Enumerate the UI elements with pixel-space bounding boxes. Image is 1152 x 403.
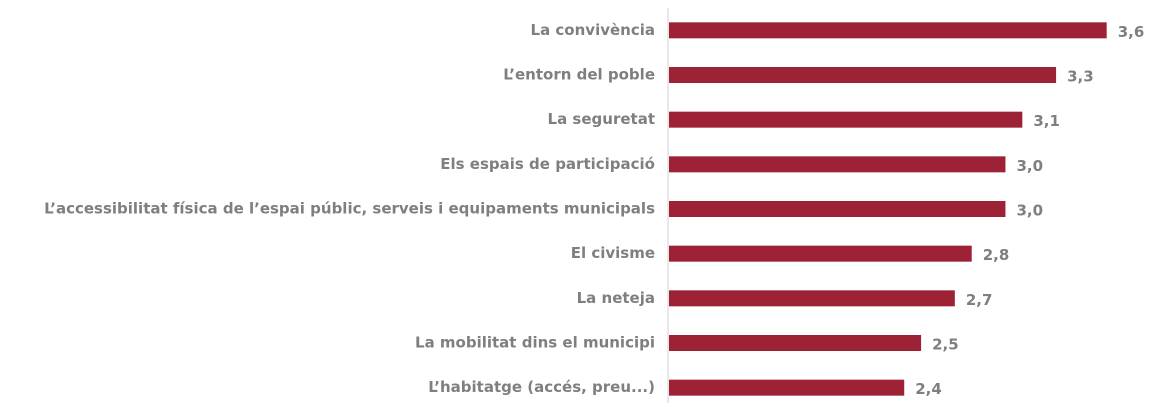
bar bbox=[669, 67, 1057, 83]
bar bbox=[669, 156, 1006, 173]
value-label: 2,8 bbox=[983, 246, 1010, 264]
category-label: L’accessibilitat física de l’espai públi… bbox=[44, 200, 655, 218]
category-label: Els espais de participació bbox=[440, 155, 655, 173]
category-label: La mobilitat dins el municipi bbox=[415, 334, 655, 352]
value-label: 2,7 bbox=[966, 291, 993, 309]
category-label: La seguretat bbox=[548, 110, 655, 128]
category-label: La convivència bbox=[531, 21, 655, 39]
category-label: El civisme bbox=[571, 244, 655, 262]
value-label: 3,0 bbox=[1016, 157, 1043, 175]
value-label: 3,1 bbox=[1033, 112, 1060, 130]
bar bbox=[669, 379, 905, 396]
bar bbox=[669, 290, 955, 307]
value-label: 3,3 bbox=[1067, 68, 1094, 86]
value-label: 2,5 bbox=[932, 336, 959, 354]
bar bbox=[669, 245, 972, 262]
bar bbox=[669, 111, 1023, 128]
bar bbox=[669, 22, 1107, 39]
category-label: L’entorn del poble bbox=[503, 66, 655, 84]
value-label: 3,6 bbox=[1118, 23, 1145, 41]
value-label: 3,0 bbox=[1016, 202, 1043, 220]
category-label: L’habitatge (accés, preu...) bbox=[428, 378, 655, 396]
category-label: La neteja bbox=[577, 289, 655, 307]
bar bbox=[669, 335, 922, 351]
value-label: 2,4 bbox=[915, 380, 942, 398]
bar bbox=[669, 201, 1006, 217]
